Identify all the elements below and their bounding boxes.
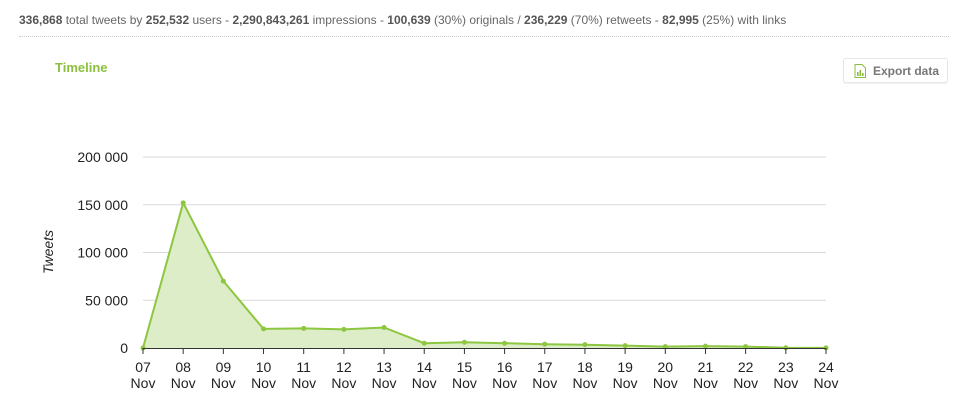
x-tick-label-day: 11 [296, 359, 311, 375]
x-tick-label-month: Nov [653, 375, 678, 391]
data-point [743, 344, 749, 350]
x-tick-label-month: Nov [814, 375, 839, 391]
x-tick-label-day: 23 [778, 359, 794, 375]
data-point [461, 339, 467, 345]
x-tick-label-day: 16 [497, 359, 513, 375]
data-point [542, 341, 548, 347]
x-axis-ticks: 07Nov08Nov09Nov10Nov11Nov12Nov13Nov14Nov… [131, 348, 839, 391]
data-point [381, 324, 387, 330]
impressions-count: 2,290,843,261 [232, 13, 310, 27]
x-tick-label-day: 12 [336, 359, 352, 375]
data-point [220, 278, 226, 284]
x-tick-label-month: Nov [572, 375, 597, 391]
series-area [143, 202, 826, 348]
y-tick-label: 50 000 [85, 292, 128, 308]
originals-label: (30%) originals / [430, 13, 525, 27]
x-tick-label-month: Nov [773, 375, 798, 391]
x-tick-label-month: Nov [613, 375, 638, 391]
x-tick-label-day: 17 [537, 359, 553, 375]
x-tick-label-day: 10 [256, 359, 272, 375]
retweets-label: (70%) retweets - [567, 13, 663, 27]
data-point [702, 343, 708, 349]
spreadsheet-chart-icon [854, 63, 866, 78]
x-tick-label-month: Nov [532, 375, 557, 391]
x-tick-label-day: 13 [376, 359, 392, 375]
total-tweets-count: 336,868 [19, 13, 63, 27]
y-tick-label: 100 000 [77, 245, 128, 261]
stats-summary: 336,868 total tweets by 252,532 users - … [19, 11, 949, 37]
data-point [421, 340, 427, 346]
export-data-label: Export data [873, 63, 940, 78]
data-point [582, 342, 588, 348]
y-tick-label: 150 000 [77, 197, 128, 213]
x-tick-label-day: 09 [216, 359, 232, 375]
x-tick-label-month: Nov [171, 375, 196, 391]
grid-lines [143, 156, 826, 301]
x-tick-label-month: Nov [733, 375, 758, 391]
data-point [502, 340, 508, 346]
data-points [140, 200, 829, 351]
x-tick-label-month: Nov [412, 375, 437, 391]
x-tick-label-day: 18 [577, 359, 593, 375]
x-tick-label-day: 24 [818, 359, 834, 375]
users-label: users - [189, 13, 233, 27]
y-tick-label: 0 [120, 340, 128, 356]
x-tick-label-month: Nov [452, 375, 477, 391]
links-count: 82,995 [662, 13, 699, 27]
y-axis-label: Tweets [40, 230, 56, 274]
x-tick-label-month: Nov [331, 375, 356, 391]
x-tick-label-day: 15 [457, 359, 473, 375]
x-tick-label-month: Nov [492, 375, 517, 391]
data-point [622, 343, 628, 349]
links-label: (25%) with links [698, 13, 787, 27]
data-point [301, 325, 307, 331]
x-tick-label-month: Nov [211, 375, 236, 391]
x-tick-label-day: 19 [617, 359, 633, 375]
x-tick-label-month: Nov [372, 375, 397, 391]
x-tick-label-month: Nov [131, 375, 156, 391]
x-tick-label-day: 20 [658, 359, 674, 375]
x-tick-label-month: Nov [693, 375, 718, 391]
series-line [142, 201, 827, 349]
originals-count: 100,639 [387, 13, 431, 27]
users-count: 252,532 [145, 13, 190, 27]
x-tick-label-month: Nov [291, 375, 316, 391]
x-tick-label-day: 07 [135, 359, 151, 375]
data-point [662, 344, 668, 350]
export-data-button[interactable]: Export data [843, 58, 948, 83]
impressions-label: impressions - [309, 13, 388, 27]
y-tick-label: 200 000 [77, 149, 128, 165]
x-tick-label-day: 08 [175, 359, 191, 375]
data-point [341, 326, 347, 332]
data-point [261, 326, 267, 332]
data-point [180, 200, 186, 206]
data-point [823, 345, 829, 351]
x-tick-label-day: 21 [698, 359, 714, 375]
x-tick-label-day: 14 [416, 359, 432, 375]
y-axis-ticks: 0 50 000 100 000 150 000 200 000 [77, 149, 128, 356]
retweets-count: 236,229 [524, 13, 568, 27]
x-tick-label-month: Nov [251, 375, 276, 391]
section-title: Timeline [55, 60, 108, 75]
total-tweets-label: total tweets by [62, 13, 146, 27]
x-tick-label-day: 22 [738, 359, 754, 375]
